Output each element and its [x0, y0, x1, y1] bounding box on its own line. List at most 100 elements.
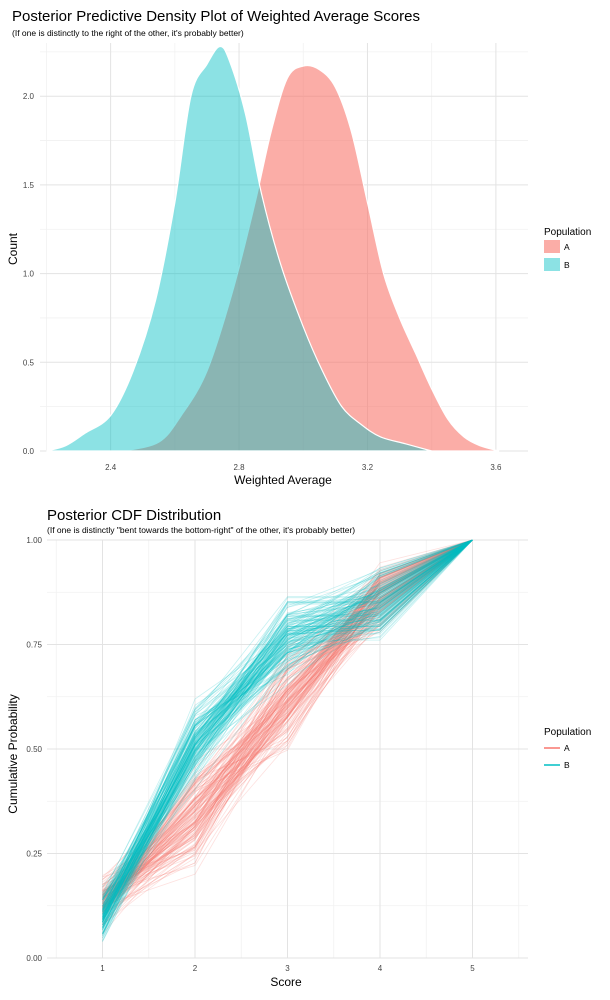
cdf-line-b	[102, 539, 473, 912]
density-legend: Population A B	[544, 227, 591, 271]
cdf-line-a	[102, 539, 473, 891]
cdf-legend: Population A B	[544, 727, 591, 770]
cdf-line-b	[102, 539, 473, 911]
y-tick-label: 1.00	[26, 536, 42, 545]
cdf-line-b	[102, 539, 473, 923]
cdf-line-b	[102, 539, 473, 930]
cdf-line-b	[102, 539, 473, 924]
cdf-chart-title: Posterior CDF Distribution	[47, 507, 221, 524]
cdf-line-b	[102, 539, 473, 930]
cdf-line-b	[102, 539, 473, 911]
cdf-line-a	[102, 539, 473, 905]
cdf-line-a	[102, 539, 473, 895]
cdf-line-a	[102, 539, 473, 909]
cdf-line-a	[102, 539, 473, 903]
cdf-line-a	[102, 539, 473, 893]
cdf-line-a	[102, 539, 473, 905]
cdf-y-axis-label: Cumulative Probability	[6, 694, 20, 813]
cdf-line-a	[102, 539, 473, 905]
cdf-line-b	[102, 539, 473, 920]
cdf-line-b	[102, 539, 473, 923]
cdf-line-b	[102, 539, 473, 915]
density-tick-labels: 0.0 0.5 1.0 1.5 2.0 2.4 2.8 3.2 3.6	[23, 92, 502, 472]
cdf-line-b	[102, 539, 473, 912]
cdf-line-a	[102, 539, 473, 903]
cdf-line-a	[102, 539, 473, 913]
cdf-line-b	[102, 539, 473, 911]
cdf-line-b	[102, 539, 473, 935]
cdf-line-a	[102, 539, 473, 918]
cdf-line-a	[102, 539, 473, 878]
density-legend-label-a: A	[564, 242, 570, 252]
y-tick-label: 0.75	[26, 641, 42, 650]
cdf-line-a	[102, 539, 473, 907]
cdf-line-a	[102, 539, 473, 914]
cdf-line-a	[102, 539, 473, 881]
cdf-line-b	[102, 539, 473, 921]
cdf-line-b	[102, 539, 473, 888]
cdf-line-a	[102, 539, 473, 914]
cdf-line-a	[102, 539, 473, 901]
cdf-line-a	[102, 539, 473, 892]
y-tick-label: 2.0	[23, 92, 35, 101]
x-tick-label: 4	[378, 964, 383, 973]
cdf-line-a	[102, 539, 473, 901]
cdf-line-a	[102, 539, 473, 907]
cdf-line-a	[102, 539, 473, 919]
cdf-line-b	[102, 539, 473, 899]
cdf-line-a	[102, 539, 473, 896]
cdf-line-b	[102, 539, 473, 920]
cdf-line-b	[102, 539, 473, 919]
cdf-line-a	[102, 539, 473, 905]
cdf-line-b	[102, 539, 473, 917]
cdf-line-b	[102, 539, 473, 912]
cdf-line-b	[102, 539, 473, 915]
cdf-line-b	[102, 539, 473, 922]
cdf-line-b	[102, 539, 473, 935]
cdf-line-b	[102, 539, 473, 918]
cdf-line-b	[102, 539, 473, 937]
cdf-line-b	[102, 539, 473, 915]
cdf-line-b	[102, 539, 473, 913]
cdf-line-a	[102, 539, 473, 888]
cdf-line-b	[102, 539, 473, 913]
cdf-line-b	[102, 539, 473, 897]
cdf-line-a	[102, 539, 473, 908]
cdf-line-a	[102, 539, 473, 888]
cdf-line-a	[102, 539, 473, 908]
cdf-line-a	[102, 539, 473, 894]
cdf-line-b	[102, 539, 473, 929]
cdf-line-a	[102, 539, 473, 891]
cdf-line-a	[102, 539, 473, 913]
y-tick-label: 0.0	[23, 447, 35, 456]
cdf-line-a	[102, 539, 473, 911]
cdf-line-a	[102, 539, 473, 890]
cdf-line-b	[102, 539, 473, 918]
cdf-line-b	[102, 539, 473, 934]
cdf-line-b	[102, 539, 473, 915]
x-tick-label: 2	[193, 964, 198, 973]
cdf-line-b	[102, 539, 473, 921]
cdf-line-b	[102, 539, 473, 907]
cdf-line-a	[102, 539, 473, 899]
density-chart: Posterior Predictive Density Plot of Wei…	[6, 8, 591, 487]
cdf-line-a	[102, 539, 473, 892]
cdf-line-b	[102, 539, 473, 916]
cdf-line-a	[102, 539, 473, 912]
cdf-line-b	[102, 539, 473, 900]
cdf-line-b	[102, 539, 473, 918]
cdf-line-b	[102, 539, 473, 900]
cdf-line-b	[102, 539, 473, 918]
cdf-line-b	[102, 539, 473, 937]
cdf-chart-subtitle: (If one is distinctly "bent towards the …	[47, 525, 355, 535]
cdf-line-b	[102, 539, 473, 931]
cdf-line-b	[102, 539, 473, 935]
cdf-line-a	[102, 539, 473, 904]
density-area-a	[123, 64, 500, 452]
cdf-line-b	[102, 539, 473, 907]
cdf-line-a	[102, 539, 473, 898]
cdf-line-b	[102, 539, 473, 897]
cdf-line-a	[102, 539, 473, 907]
cdf-line-a	[102, 539, 473, 907]
cdf-line-b	[102, 539, 473, 913]
